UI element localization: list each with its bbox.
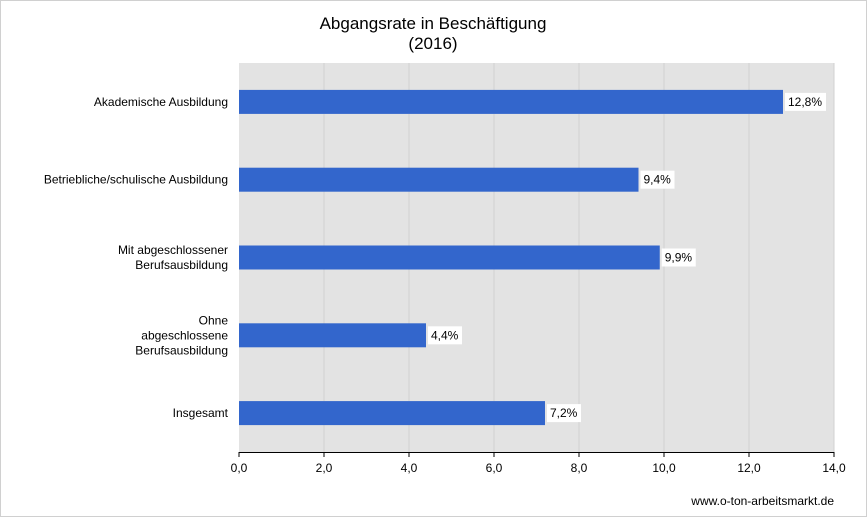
source-note: www.o-ton-arbeitsmarkt.de xyxy=(690,494,834,508)
data-label: 9,4% xyxy=(644,173,672,187)
data-label-box xyxy=(661,248,696,267)
chart-title-line: Abgangsrate in Beschäftigung xyxy=(320,14,547,33)
data-label: 4,4% xyxy=(431,328,459,342)
bar xyxy=(239,89,783,114)
category-label: Mit abgeschlossener Berufsausbildung xyxy=(118,243,228,272)
data-label-box xyxy=(547,404,581,423)
x-tick-label: 12,0 xyxy=(737,461,761,475)
bar xyxy=(239,245,660,270)
data-label: 12,8% xyxy=(788,95,822,109)
category-labels: Akademische Ausbildung Betriebliche/schul… xyxy=(44,95,229,420)
bar xyxy=(239,401,545,426)
bar xyxy=(239,167,639,192)
bars xyxy=(239,89,783,426)
chart-title-line: (2016) xyxy=(408,34,457,53)
x-tick-label: 8,0 xyxy=(571,461,588,475)
category-label: Ohne abgeschlossene Berufsausbildung xyxy=(135,313,228,357)
data-label: 7,2% xyxy=(550,406,578,420)
x-axis: 0,0 2,0 4,0 6,0 8,0 10,0 12,0 14,0 xyxy=(231,452,846,475)
data-labels: 12,8% 9,4% 9,9% 4,4% 7,2% xyxy=(428,92,826,423)
x-tick-label: 2,0 xyxy=(316,461,333,475)
data-label-box xyxy=(428,326,462,345)
x-tick-label: 10,0 xyxy=(652,461,676,475)
bar xyxy=(239,323,426,348)
chart-title: Abgangsrate in Beschäftigung (2016) xyxy=(320,14,547,53)
x-tick-label: 14,0 xyxy=(822,461,846,475)
x-tick-label: 0,0 xyxy=(231,461,248,475)
x-tick-label: 6,0 xyxy=(486,461,503,475)
x-tick-label: 4,0 xyxy=(401,461,418,475)
category-label: Insgesamt xyxy=(173,406,229,420)
data-label: 9,9% xyxy=(665,251,693,265)
category-label: Betriebliche/schulische Ausbildung xyxy=(44,173,228,187)
category-label: Akademische Ausbildung xyxy=(94,95,228,109)
data-label-box xyxy=(785,92,826,111)
data-label-box xyxy=(640,170,675,189)
